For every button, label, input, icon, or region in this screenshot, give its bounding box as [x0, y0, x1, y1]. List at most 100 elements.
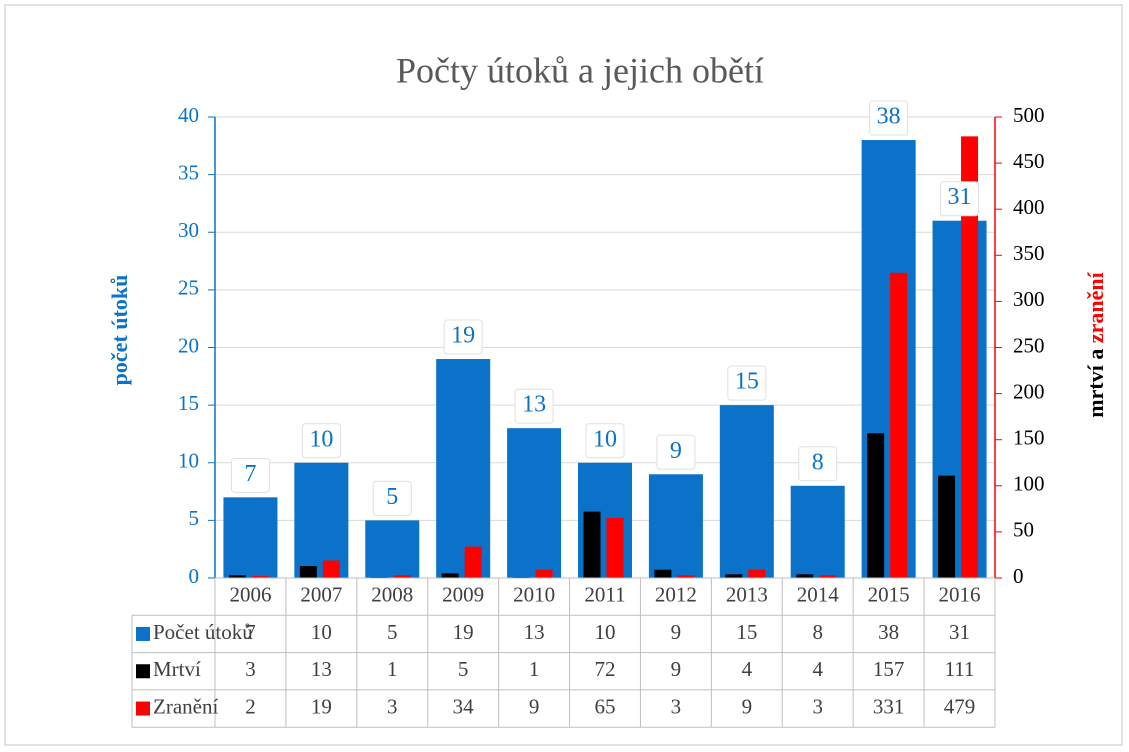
bar: [322, 560, 340, 578]
x-tick-label: 2010: [513, 582, 555, 606]
data-label-box: [372, 480, 412, 516]
bar: [606, 518, 624, 578]
bar: [819, 575, 837, 578]
x-tick-label: 2008: [371, 582, 413, 606]
table-cell: 8: [812, 620, 823, 644]
table-cell: 7: [245, 620, 256, 644]
legend-label: Zranění: [153, 694, 218, 718]
table-cell: 9: [742, 694, 753, 718]
bar: [251, 576, 269, 578]
y-tick-label: 10: [178, 449, 199, 473]
legend-swatch: [136, 701, 150, 716]
y2-tick-label: 300: [1013, 287, 1045, 311]
x-tick-label: 2011: [584, 582, 625, 606]
bar: [365, 520, 420, 578]
bar: [299, 566, 317, 578]
chart-title: Počty útoků a jejich obětí: [396, 50, 764, 90]
y-tick-label: 40: [178, 103, 199, 127]
table-cell: 4: [812, 657, 823, 681]
x-tick-label: 2006: [229, 582, 271, 606]
table-cell: 38: [878, 620, 899, 644]
x-tick-label: 2009: [442, 582, 484, 606]
data-label: 9: [670, 438, 682, 464]
y2-title-part: mrtví a: [1083, 349, 1108, 418]
data-label-box: [443, 319, 483, 355]
bar: [748, 569, 766, 578]
y2-tick-label: 250: [1013, 333, 1045, 357]
table-cell: 72: [595, 657, 616, 681]
bar: [441, 573, 459, 578]
y2-tick-label: 350: [1013, 241, 1045, 265]
table-cell: 479: [944, 694, 976, 718]
bar: [725, 574, 743, 578]
y2-title-part: zranění: [1083, 271, 1108, 343]
data-label-box: [585, 423, 625, 459]
bar: [938, 475, 956, 578]
data-label: 31: [948, 184, 972, 210]
bar: [535, 569, 553, 578]
data-label: 38: [877, 104, 901, 130]
x-tick-label: 2015: [868, 582, 910, 606]
data-label-box: [230, 457, 270, 493]
data-label: 10: [309, 426, 333, 452]
table-cell: 9: [529, 694, 540, 718]
bar: [294, 462, 349, 578]
y2-tick-label: 450: [1013, 149, 1045, 173]
y2-tick-label: 400: [1013, 195, 1045, 219]
table-cell: 34: [453, 694, 475, 718]
table-cell: 15: [736, 620, 757, 644]
x-tick-label: 2012: [655, 582, 697, 606]
table-cell: 5: [387, 620, 398, 644]
table-cell: 13: [524, 620, 545, 644]
y2-tick-label: 50: [1013, 518, 1034, 542]
y-tick-label: 30: [178, 218, 199, 242]
y-tick-label: 35: [178, 160, 199, 184]
table-cell: 10: [595, 620, 616, 644]
table-cell: 3: [671, 694, 682, 718]
table-cell: 13: [311, 657, 332, 681]
x-tick-label: 2014: [797, 582, 840, 606]
table-cell: 9: [671, 657, 682, 681]
bar: [796, 574, 814, 578]
bar: [790, 485, 845, 578]
legend-swatch: [136, 664, 150, 679]
table-cell: 157: [873, 657, 905, 681]
table-cell: 65: [595, 694, 616, 718]
bar: [507, 428, 562, 578]
y-tick-label: 5: [189, 506, 200, 530]
y2-tick-label: 500: [1013, 103, 1045, 127]
data-label: 7: [244, 461, 256, 487]
y-axis-title: počet útoků: [107, 275, 132, 386]
data-label-box: [798, 446, 838, 482]
bar: [677, 575, 695, 578]
bar: [223, 497, 278, 578]
y2-axis-title: mrtví a zranění: [1083, 271, 1108, 417]
table-cell: 4: [742, 657, 753, 681]
data-label: 5: [386, 484, 398, 510]
y2-tick-label: 150: [1013, 426, 1045, 450]
bar: [464, 546, 482, 578]
bar: [961, 136, 979, 578]
table-cell: 10: [311, 620, 332, 644]
legend-label: Mrtví: [153, 657, 201, 681]
table-cell: 1: [529, 657, 540, 681]
data-label: 15: [735, 369, 759, 395]
bar: [719, 405, 774, 578]
y2-tick-label: 100: [1013, 472, 1045, 496]
data-label-box: [301, 423, 341, 459]
bar: [583, 511, 601, 578]
data-label-box: [514, 388, 554, 424]
legend-swatch: [136, 626, 150, 641]
table-cell: 19: [453, 620, 474, 644]
table-cell: 331: [873, 694, 905, 718]
table-cell: 3: [387, 694, 398, 718]
y-tick-label: 25: [178, 276, 199, 300]
table-cell: 2: [245, 694, 256, 718]
y2-tick-label: 0: [1013, 564, 1024, 588]
legend-label: Počet útoků: [153, 620, 253, 644]
bar: [228, 575, 246, 578]
data-label: 19: [451, 323, 475, 349]
y-tick-label: 20: [178, 333, 199, 357]
bar: [867, 433, 885, 578]
